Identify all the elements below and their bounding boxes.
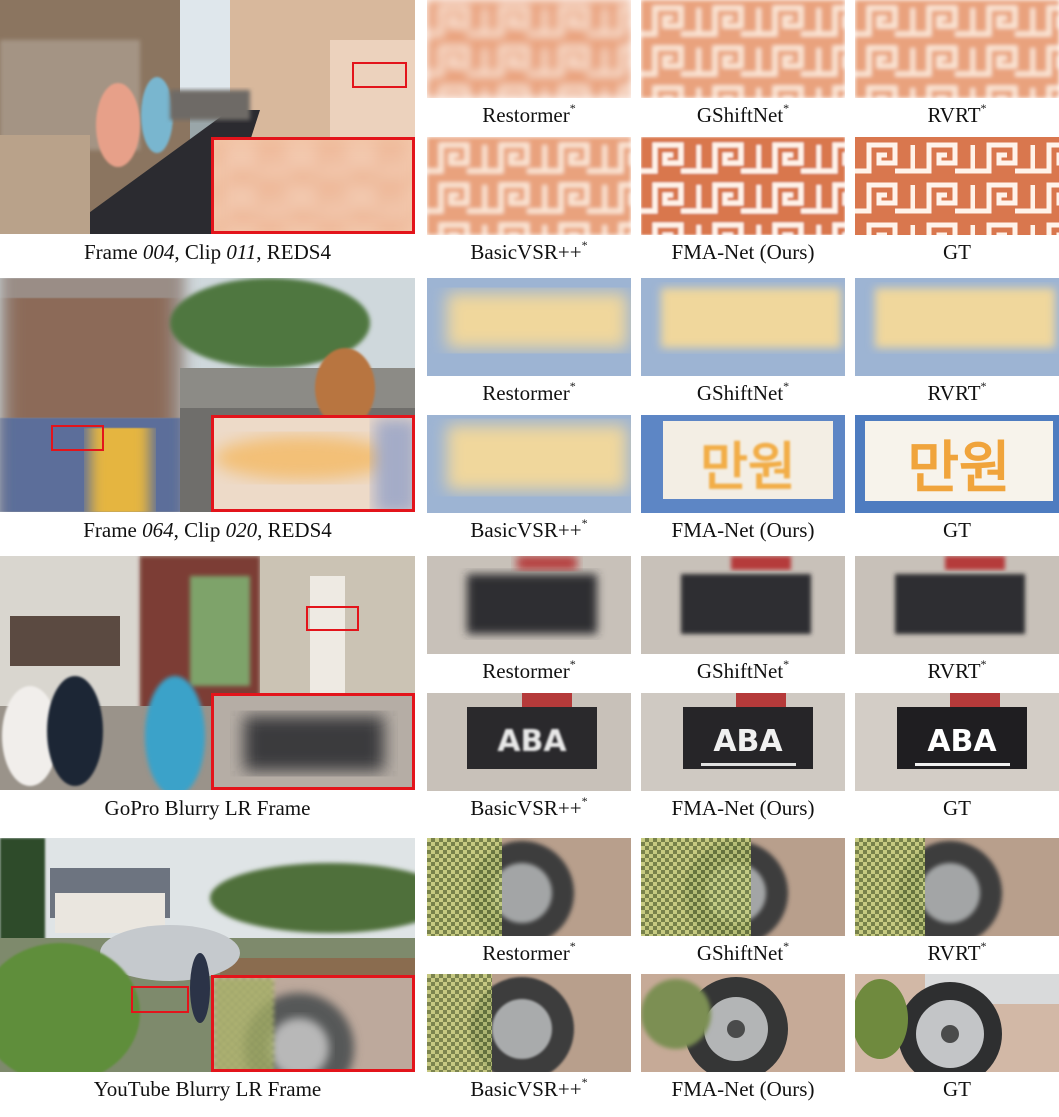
tile-restormer-row3	[427, 556, 631, 654]
tile-label: FMA-Net (Ours)	[671, 518, 815, 542]
tile-label: BasicVSR++*	[470, 794, 588, 820]
zoom-inset	[211, 137, 415, 234]
frame-caption-row3: GoPro Blurry LR Frame	[104, 796, 311, 820]
tile-label: Restormer*	[482, 939, 576, 965]
frame-caption-row1: Frame 004, Clip 011, REDS4	[84, 240, 331, 264]
tile-label: GT	[943, 240, 971, 264]
zoom-region-box	[306, 606, 359, 631]
tile-label: BasicVSR++*	[470, 238, 588, 264]
tile-gt-row4	[855, 974, 1059, 1072]
tile-label: FMA-Net (Ours)	[671, 796, 815, 820]
tile-gt-row3: ABA	[855, 693, 1059, 791]
frame-caption-row2: Frame 064, Clip 020, REDS4	[83, 518, 332, 542]
tile-gshiftnet-row1	[641, 0, 845, 98]
sign-text: 만원	[700, 438, 796, 498]
tile-fmanet-row3: ABA	[641, 693, 845, 791]
tile-label: RVRT*	[927, 657, 987, 683]
tile-restormer-row1	[427, 0, 631, 98]
tile-gshiftnet-row4	[641, 838, 845, 936]
tile-fmanet-row2: 만원	[641, 415, 845, 513]
street-scene-illustration	[0, 278, 415, 512]
frame-image-row1	[0, 0, 415, 234]
zoom-region-box	[131, 986, 189, 1013]
tile-basicvsr-row4	[427, 974, 631, 1072]
zoom-inset	[211, 975, 415, 1072]
tile-rvrt-row4	[855, 838, 1059, 936]
frame-image-row4	[0, 838, 415, 1072]
tile-basicvsr-row2	[427, 415, 631, 513]
tile-rvrt-row3	[855, 556, 1059, 654]
tile-fmanet-row4	[641, 974, 845, 1072]
tile-restormer-row2	[427, 278, 631, 376]
tile-label: Restormer*	[482, 101, 576, 127]
tile-basicvsr-row1	[427, 137, 631, 235]
tile-gshiftnet-row3	[641, 556, 845, 654]
tile-label: Restormer*	[482, 379, 576, 405]
tile-fmanet-row1	[641, 137, 845, 235]
tile-label: RVRT*	[927, 101, 987, 127]
tile-rvrt-row1	[855, 0, 1059, 98]
zoom-inset	[211, 693, 415, 790]
tile-label: RVRT*	[927, 379, 987, 405]
zoom-inset	[211, 415, 415, 512]
tile-label: GShiftNet*	[696, 939, 790, 965]
sign-text: ABA	[713, 724, 783, 759]
tile-label: GT	[943, 796, 971, 820]
tile-label: GShiftNet*	[696, 657, 790, 683]
tile-label: FMA-Net (Ours)	[671, 240, 815, 264]
tile-label: GShiftNet*	[696, 101, 790, 127]
tile-label: FMA-Net (Ours)	[671, 1077, 815, 1101]
tile-gt-row2: 만원	[855, 415, 1059, 513]
frame-image-row2	[0, 278, 415, 512]
tile-label: BasicVSR++*	[470, 1075, 588, 1101]
sign-text: ABA	[497, 724, 567, 759]
frame-caption-row4: YouTube Blurry LR Frame	[93, 1077, 322, 1101]
tile-rvrt-row2	[855, 278, 1059, 376]
zoom-region-box	[51, 425, 104, 451]
tile-label: RVRT*	[927, 939, 987, 965]
tile-label: GShiftNet*	[696, 379, 790, 405]
tile-gshiftnet-row2	[641, 278, 845, 376]
tile-restormer-row4	[427, 838, 631, 936]
tile-label: GT	[943, 1077, 971, 1101]
tile-basicvsr-row3: ABA	[427, 693, 631, 791]
tile-gt-row1	[855, 137, 1059, 235]
frame-image-row3	[0, 556, 415, 790]
tile-label: Restormer*	[482, 657, 576, 683]
zoom-region-box	[352, 62, 407, 88]
sign-text: 만원	[907, 436, 1010, 501]
tile-label: BasicVSR++*	[470, 516, 588, 542]
tile-label: GT	[943, 518, 971, 542]
sign-text: ABA	[927, 724, 997, 759]
